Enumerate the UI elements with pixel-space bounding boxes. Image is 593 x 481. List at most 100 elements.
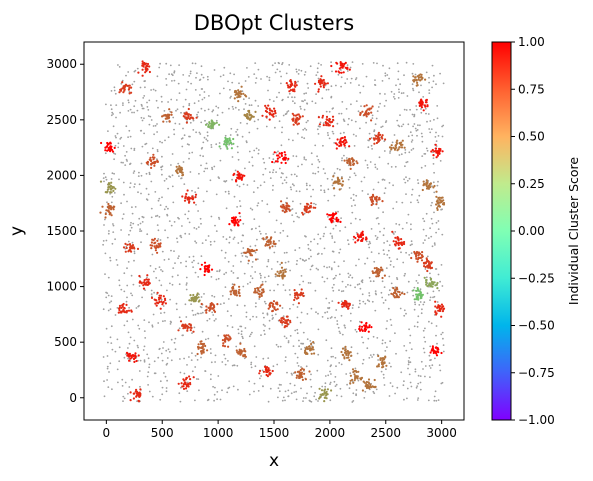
noise-point xyxy=(352,199,355,202)
cluster-point xyxy=(238,294,241,297)
noise-point xyxy=(278,120,281,123)
noise-point xyxy=(423,336,426,339)
noise-point xyxy=(330,85,333,88)
cluster-point xyxy=(184,378,188,381)
noise-point xyxy=(284,390,287,393)
noise-point xyxy=(303,212,306,215)
noise-point xyxy=(382,302,385,304)
noise-point xyxy=(331,286,334,289)
noise-point xyxy=(372,62,375,64)
noise-point xyxy=(164,139,166,142)
noise-point xyxy=(188,152,191,155)
noise-point xyxy=(223,180,226,183)
noise-point xyxy=(290,372,293,375)
cluster-point xyxy=(320,389,324,392)
noise-point xyxy=(201,311,204,314)
noise-point xyxy=(228,192,230,195)
noise-point xyxy=(326,311,329,313)
cluster xyxy=(279,200,291,214)
noise-point xyxy=(433,171,435,174)
cluster-point xyxy=(365,383,368,386)
noise-point xyxy=(240,333,243,336)
colorbar-tick-label: 0.00 xyxy=(518,224,545,238)
cluster-point xyxy=(347,307,350,310)
noise-point xyxy=(283,335,286,338)
noise-point xyxy=(284,360,287,362)
noise-point xyxy=(389,340,391,343)
noise-point xyxy=(259,184,262,187)
cluster xyxy=(122,242,140,253)
noise-point xyxy=(340,85,342,88)
noise-point xyxy=(262,357,265,360)
noise-point xyxy=(198,389,200,392)
cluster xyxy=(161,108,173,123)
noise-point xyxy=(414,73,417,76)
noise-point xyxy=(155,277,158,279)
noise-point xyxy=(308,257,310,260)
noise-point xyxy=(161,196,163,199)
noise-point xyxy=(405,176,407,179)
noise-point xyxy=(341,101,344,103)
noise-point xyxy=(186,364,188,366)
noise-point xyxy=(361,336,363,339)
noise-point xyxy=(374,235,377,237)
noise-point xyxy=(277,387,280,389)
cluster-point xyxy=(272,300,276,303)
noise-point xyxy=(253,149,256,152)
noise-point xyxy=(349,284,352,287)
noise-point xyxy=(346,383,348,386)
noise-point xyxy=(328,110,331,113)
cluster-point xyxy=(240,178,243,181)
noise-point xyxy=(112,224,115,227)
noise-point xyxy=(383,192,386,195)
cluster-point xyxy=(438,198,441,201)
noise-point xyxy=(407,213,410,216)
noise-point xyxy=(210,276,213,278)
noise-point xyxy=(171,275,174,278)
noise-point xyxy=(386,240,389,243)
cluster-point xyxy=(179,320,183,323)
noise-point xyxy=(196,72,198,74)
noise-point xyxy=(122,395,125,398)
noise-point xyxy=(352,238,355,241)
noise-point xyxy=(280,176,282,179)
noise-point xyxy=(232,385,235,388)
cluster-point xyxy=(396,236,399,239)
noise-point xyxy=(246,122,249,125)
noise-point xyxy=(224,190,227,193)
cluster-point xyxy=(264,109,267,113)
cluster-point xyxy=(351,368,355,371)
noise-point xyxy=(242,98,245,101)
cluster-point xyxy=(320,75,323,78)
noise-point xyxy=(250,366,253,369)
cluster-point xyxy=(365,385,368,388)
cluster-point xyxy=(305,346,308,349)
noise-point xyxy=(177,216,179,219)
noise-point xyxy=(327,188,330,191)
cluster-point xyxy=(180,170,183,173)
noise-point xyxy=(157,229,160,232)
cluster-point xyxy=(309,347,312,350)
noise-point xyxy=(356,283,359,286)
noise-point xyxy=(102,240,105,242)
noise-point xyxy=(432,290,435,293)
noise-point xyxy=(190,359,193,361)
noise-point xyxy=(364,159,367,162)
cluster-point xyxy=(365,322,368,325)
cluster-point xyxy=(374,385,377,388)
cluster-point xyxy=(262,237,265,240)
noise-point xyxy=(419,381,422,384)
noise-point xyxy=(340,395,343,398)
noise-point xyxy=(303,108,306,111)
noise-point xyxy=(202,155,205,158)
cluster-point xyxy=(99,211,102,214)
noise-point xyxy=(164,320,166,322)
noise-point xyxy=(200,255,203,257)
noise-point xyxy=(336,167,339,170)
noise-point xyxy=(216,398,219,401)
cluster-point xyxy=(383,274,386,277)
cluster-point xyxy=(431,345,434,348)
noise-point xyxy=(369,354,372,356)
noise-point xyxy=(406,397,408,400)
noise-point xyxy=(422,329,425,332)
